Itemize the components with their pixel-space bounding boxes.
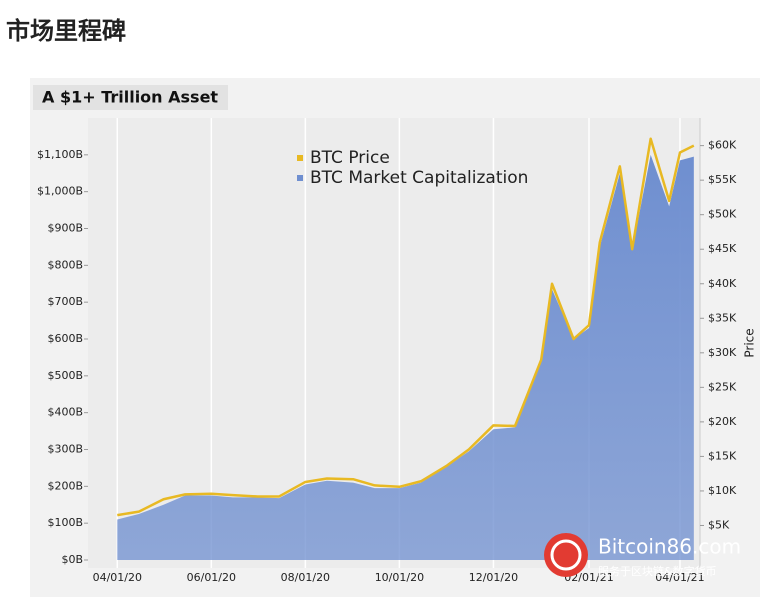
- x-tick-label: 04/01/21: [655, 571, 704, 584]
- y-tick-label: $1,100B: [37, 148, 83, 161]
- legend-swatch: [297, 155, 303, 161]
- y2-tick-label: $25K: [708, 380, 737, 393]
- price-line: [117, 137, 695, 517]
- watermark-tagline: 服务于区块链&数字货币: [598, 564, 717, 578]
- y2-tick-label: $35K: [708, 311, 737, 324]
- watermark: Bitcoin86.com 服务于区块链&数字货币: [544, 533, 741, 578]
- x-tick-label: 04/01/20: [93, 571, 142, 584]
- watermark-name: Bitcoin86.com: [598, 535, 741, 559]
- y-tick-label: $600B: [47, 332, 83, 345]
- watermark-logo: [544, 533, 588, 577]
- x-tick-label: 06/01/20: [187, 571, 236, 584]
- y-tick-label: $0B: [61, 553, 83, 566]
- y2-axis-label: Price: [743, 328, 757, 357]
- y-tick-label: $900B: [47, 222, 83, 235]
- y-tick-label: $1,000B: [37, 185, 83, 198]
- y-tick-label: $100B: [47, 516, 83, 529]
- y2-tick-label: $15K: [708, 449, 737, 462]
- y-tick-label: $400B: [47, 406, 83, 419]
- y-tick-label: $800B: [47, 258, 83, 271]
- y-tick-label: $500B: [47, 369, 83, 382]
- y-tick-label: $300B: [47, 443, 83, 456]
- y2-tick-label: $5K: [708, 518, 730, 531]
- watermark-logo-ring: [550, 539, 582, 571]
- y2-tick-label: $50K: [708, 208, 737, 221]
- y-tick-label: $700B: [47, 295, 83, 308]
- legend-label: BTC Market Capitalization: [310, 168, 528, 188]
- x-tick-label: 10/01/20: [375, 571, 424, 584]
- y2-tick-label: $20K: [708, 415, 737, 428]
- y2-tick-label: $10K: [708, 484, 737, 497]
- y2-tick-label: $30K: [708, 346, 737, 359]
- plot: 04/01/20 06/01/20 08/01/20 10/01/20 12/01/20…: [37, 118, 737, 584]
- x-tick-label: 08/01/20: [281, 571, 330, 584]
- y-tick-label: $200B: [47, 479, 83, 492]
- legend-label: BTC Price: [310, 148, 390, 168]
- x-tick-label: 02/01/21: [564, 571, 613, 584]
- y2-tick-label: $45K: [708, 242, 737, 255]
- page-title: 市场里程碑: [6, 17, 126, 45]
- area: [117, 154, 694, 561]
- y2-tick-label: $55K: [708, 173, 737, 186]
- y2-tick-label: $60K: [708, 139, 737, 152]
- chart-title: A $1+ Trillion Asset: [42, 88, 218, 107]
- title-box: [33, 85, 228, 110]
- x-tick-label: 12/01/20: [469, 571, 518, 584]
- y2-tick-label: $40K: [708, 277, 737, 290]
- legend-swatch: [297, 175, 303, 181]
